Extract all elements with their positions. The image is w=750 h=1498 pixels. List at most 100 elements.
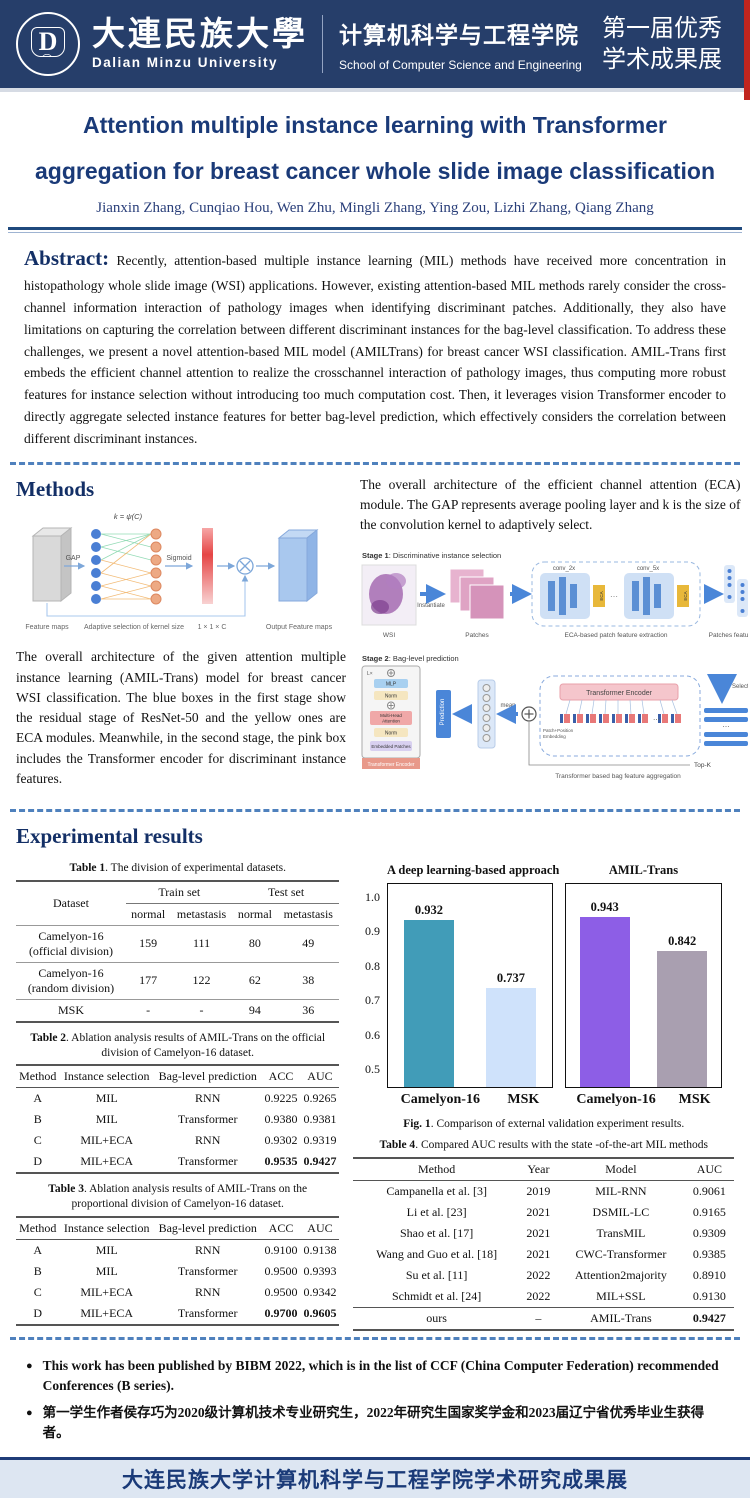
table-cell: 2019	[526, 1183, 551, 1198]
column-header: Method	[19, 1069, 57, 1084]
output-maps-label: Output Feature maps	[266, 624, 333, 631]
column-header: ACC	[268, 1221, 294, 1236]
table-cell: MSK	[16, 998, 126, 1022]
multiply-icon	[236, 557, 254, 575]
table-cell: MIL+ECA	[80, 1285, 134, 1300]
fig1-y-axis: 1.0 0.9 0.8 0.7 0.6 0.5	[355, 883, 381, 1088]
wsi-image	[361, 564, 417, 626]
fig1-panel-right: AMIL-Trans 0.943 0.842 Camelyon-16 MSK	[564, 863, 722, 1108]
bullet-icon: ●	[26, 1407, 33, 1420]
ablation-official-table: Method Instance selection Bag-level predic…	[16, 1064, 340, 1175]
add-icon	[521, 706, 537, 722]
lx-label: L×	[367, 671, 373, 677]
table-cell: RNN	[195, 1285, 221, 1300]
table-cell: RNN	[195, 1133, 221, 1148]
eca-module-diagram: GAP k = ψ(C) Sigmoi	[25, 512, 333, 631]
table-cell: 0.9302	[264, 1133, 298, 1148]
datasets-table: Dataset Train set Test set normal metast…	[16, 879, 340, 1023]
table-cell: 2021	[526, 1204, 551, 1219]
topk-label: Top-K	[694, 762, 712, 769]
table-cell: 0.9500	[264, 1264, 298, 1279]
stage1-diagram: Stage 1: Discriminative instance selecti…	[361, 551, 748, 639]
x-category-label: Camelyon-16	[400, 1091, 480, 1107]
table-cell: 2021	[526, 1225, 551, 1240]
y-tick-label: 0.6	[364, 1027, 380, 1042]
y-tick-label: 0.5	[364, 1062, 380, 1077]
table-cell: MIL	[95, 1264, 118, 1279]
table-row: Li et al. [23] 2021 DSMIL-LC 0.9165	[353, 1202, 734, 1223]
table2-caption: Table 2. Ablation analysis results of AM…	[30, 1031, 326, 1059]
table-cell: 0.9605	[303, 1306, 337, 1321]
transformer-encoder-label: Transformer Encoder	[586, 690, 653, 697]
svg-text:Stage 2: Bag-level prediction: Stage 2: Bag-level prediction	[362, 654, 459, 663]
conv5-label: conv_5x	[637, 566, 659, 572]
patch-pos-label-1: Patch+Position	[543, 728, 574, 733]
header-divider	[322, 15, 323, 73]
footer-banner: 大连民族大学计算机科学与工程学院学术研究成果展	[0, 1459, 750, 1498]
column-header: AUC	[696, 1161, 723, 1176]
column-header: metastasis	[176, 906, 227, 921]
column-header: normal	[131, 906, 166, 921]
eca-block-2-label: ECA	[683, 592, 688, 601]
bar-value-label: 0.842	[668, 934, 697, 949]
table-cell: A	[33, 1091, 43, 1106]
table-row: Wang and Guo et al. [18] 2021 CWC-Transfor…	[353, 1244, 734, 1265]
bar-group: 0.842	[657, 884, 708, 1087]
bar-camelyon-16	[403, 920, 454, 1087]
table-cell: 122	[170, 961, 233, 1000]
prediction-label: Prediction	[440, 699, 446, 726]
table-cell: TransMIL	[596, 1225, 646, 1240]
table-cell: ours	[353, 1306, 520, 1330]
table-cell: MIL+ECA	[80, 1306, 134, 1321]
column-header: AUC	[307, 1069, 333, 1084]
abstract-section: Abstract: Recently, attention-based mult…	[0, 233, 750, 456]
table-cell: RNN	[195, 1091, 221, 1106]
table-cell: 0.9700	[264, 1306, 298, 1321]
stage1-title: Stage 1	[362, 551, 389, 560]
table-cell: 0.9061	[692, 1183, 726, 1198]
table-cell: 2022	[526, 1267, 551, 1282]
features-label: Patches features	[709, 632, 748, 639]
table-cell: –	[519, 1306, 558, 1330]
x-category-label: MSK	[507, 1091, 540, 1107]
school-name-en: School of Computer Science and Engineeri…	[339, 58, 582, 72]
column-header: Instance selection	[63, 1069, 150, 1084]
table-cell: 0.9138	[303, 1243, 337, 1258]
transformer-encoder-detail: L× MLP Norm Multi-Head Attention Norm Em…	[361, 665, 421, 770]
stage2-title: Stage 2	[362, 654, 389, 663]
table-cell: 0.9100	[264, 1243, 298, 1258]
bullet-icon: ●	[26, 1359, 33, 1372]
table-cell: Li et al. [23]	[406, 1204, 467, 1219]
table-cell: 0.9319	[303, 1133, 337, 1148]
norm-label-2: Norm	[385, 731, 397, 737]
column-header: ACC	[268, 1069, 294, 1084]
column-header: Bag-level prediction	[158, 1221, 257, 1236]
bar-msk	[657, 951, 708, 1087]
mlp-label: MLP	[386, 682, 397, 688]
header-banner: D ⌒ 大連民族大學 Dalian Minzu University 计算机科学…	[0, 0, 750, 100]
table-cell: 111	[170, 924, 233, 963]
list-item: ● 第一学生作者侯存巧为2020级计算机技术专业研究生，2022年研究生国家奖学…	[26, 1403, 724, 1444]
school-name-cn: 计算机科学与工程学院	[339, 22, 579, 48]
table-row: Camelyon-16 (official division) 159 111 80 4…	[16, 924, 340, 963]
column-header: Method	[417, 1161, 456, 1176]
fig1-panel-left: A deep learning-based approach 0.932 0.73…	[386, 863, 559, 1108]
y-tick-label: 0.8	[364, 958, 380, 973]
table-row: D MIL+ECA Transformer 0.9700 0.9605	[16, 1303, 339, 1325]
table-row: B MIL Transformer 0.9500 0.9393	[16, 1261, 339, 1282]
column-header: Train set	[125, 880, 233, 904]
dashed-separator	[10, 461, 740, 465]
table-cell: B	[33, 1264, 42, 1279]
results-section: Experimental results Table 1. The divisi…	[0, 818, 750, 1331]
bar-msk	[485, 987, 536, 1087]
table-cell: RNN	[195, 1243, 221, 1258]
list-item: ● This work has been published by BIBM 2…	[26, 1356, 724, 1397]
title-line2: aggregation for breast cancer whole slid…	[35, 158, 715, 184]
sigmoid-label: Sigmoid	[166, 555, 191, 562]
topk-bars: ⋯	[704, 708, 748, 747]
table-cell: 0.9427	[684, 1306, 734, 1330]
table-row: MSK - -94 36	[16, 998, 340, 1022]
table-row: Campanella et al. [3] 2019 MIL-RNN 0.9061	[353, 1180, 734, 1202]
dims-label: 1 × 1 × C	[198, 624, 227, 631]
blue-neurons	[91, 528, 101, 604]
